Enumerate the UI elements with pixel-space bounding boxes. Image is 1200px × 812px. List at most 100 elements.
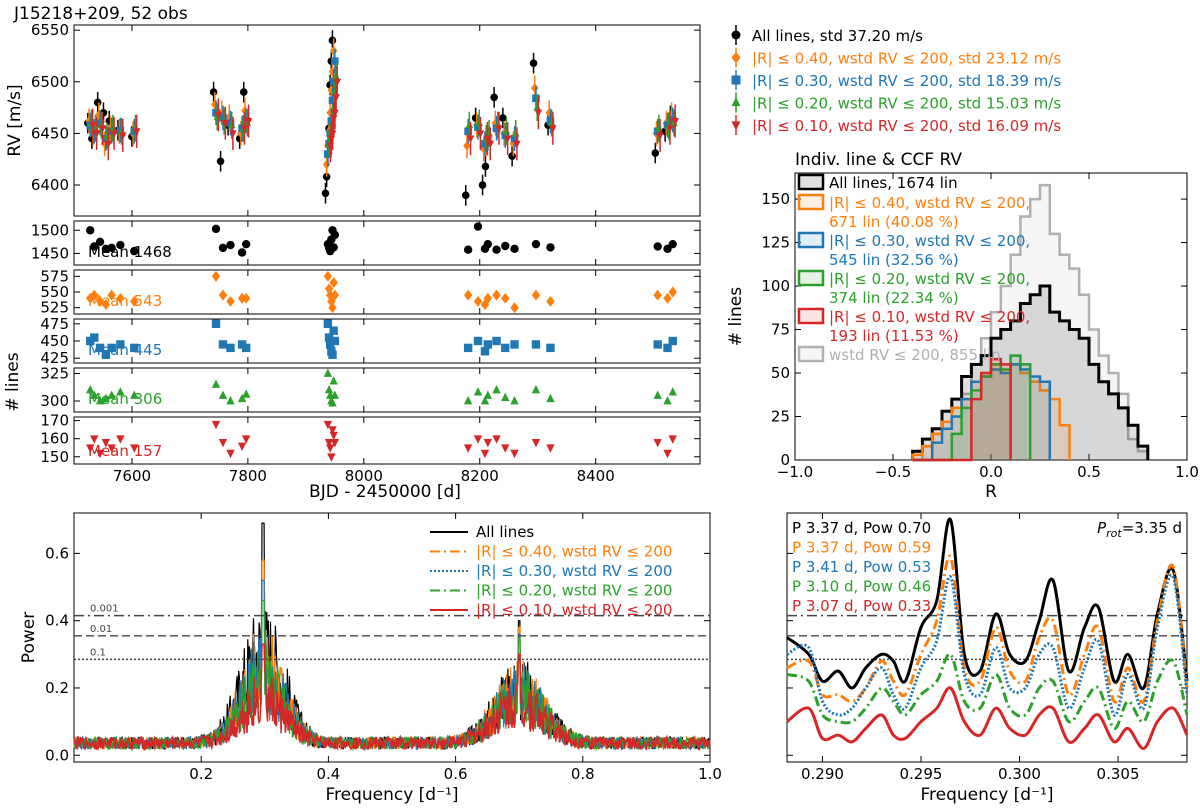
rv-point [483, 135, 492, 144]
figure-title: J15218+209, 52 obs [13, 4, 188, 24]
y-tick-label: 0.6 [45, 544, 69, 562]
histogram-legend-swatch [797, 269, 825, 287]
nlines-point [653, 289, 662, 301]
x-tick-label: 1.0 [1175, 463, 1199, 481]
x-tick-label: 0.290 [801, 765, 844, 783]
rv-point [237, 128, 245, 139]
rv-series-r010 [88, 65, 679, 163]
rv-point [324, 150, 332, 158]
nlines-point [218, 438, 228, 448]
nlines-point [510, 302, 519, 314]
periodogram-zoom-panel: 0.290 0.295 0.300 0.305 Frequency [d⁻¹] P 3.3… [786, 512, 1189, 805]
nlines-point [226, 343, 235, 353]
rv-legend-label: |R| ≤ 0.30, wstd RV ≤ 200, std 18.39 m/s [752, 72, 1061, 90]
nlines-point [480, 395, 490, 405]
nlines-point [116, 435, 125, 444]
nlines-ylabel: # lines [3, 352, 23, 411]
nlines-point [90, 333, 99, 342]
y-tick-label: 150 [761, 190, 790, 208]
histogram-legend-line: |R| ≤ 0.40, wstd RV ≤ 200, [829, 194, 1030, 212]
rv-point [216, 157, 225, 166]
nlines-point [483, 239, 493, 249]
nlines-point [323, 368, 333, 377]
y-tick-label: 6550 [31, 21, 69, 39]
rv-point [549, 125, 557, 133]
rv-point [464, 127, 472, 136]
nlines-point [546, 243, 555, 252]
nlines-point [463, 343, 473, 353]
rv-point [326, 107, 334, 118]
rv-point [88, 122, 97, 130]
rv-legend-item-r010: |R| ≤ 0.10, wstd RV ≤ 200, std 16.09 m/s [731, 115, 1061, 135]
nlines-point [226, 395, 235, 405]
x-tick-label: 1.0 [698, 765, 722, 783]
legend-marker [731, 121, 741, 131]
fap-label: 0.01 [90, 624, 112, 635]
nlines-point [211, 224, 221, 234]
nlines-point [241, 292, 251, 304]
rv-point [481, 139, 489, 148]
rv-point [331, 57, 339, 65]
histogram-legend-label: wstd RV ≤ 200, 855 lin [829, 346, 1001, 364]
nlines-point [116, 387, 125, 396]
nlines-point [483, 438, 493, 448]
y-tick-label: 25 [771, 408, 790, 426]
y-tick-label: 170 [40, 412, 69, 430]
nlines-point [510, 395, 519, 405]
nlines-point [463, 289, 473, 301]
zoom-annotation: P 3.37 d, Pow 0.70 [792, 519, 931, 537]
nlines-point [663, 343, 672, 353]
nlines-point [218, 340, 228, 349]
rv-point [92, 130, 101, 138]
y-tick-label: 575 [40, 267, 69, 285]
x-tick-label: 0.305 [1097, 765, 1140, 783]
rv-point [104, 140, 113, 149]
rv-point [333, 78, 342, 87]
nlines-point [211, 379, 221, 388]
rv-point [329, 77, 338, 86]
rv-axes-frame [73, 24, 701, 217]
rv-point [328, 96, 337, 105]
nlines-point [653, 340, 662, 349]
histogram-step-r010 [912, 357, 1012, 462]
nlines-point [480, 347, 490, 356]
histogram-legend: All lines, 1674 lin |R| ≤ 0.40, wstd RV ≤… [797, 173, 1030, 364]
nlines-point [327, 453, 336, 462]
rv-legend-label: |R| ≤ 0.40, wstd RV ≤ 200, std 23.12 m/s [752, 50, 1061, 68]
histogram-legend-line: |R| ≤ 0.20, wstd RV ≤ 200, [829, 270, 1030, 288]
nlines-point [668, 336, 677, 346]
nlines-point [473, 222, 483, 231]
nlines-point [473, 295, 483, 307]
nlines-point [668, 239, 677, 249]
mean-label: Mean 543 [88, 292, 162, 310]
rv-point [481, 162, 490, 171]
y-tick-label: 300 [40, 392, 69, 410]
rv-series-all [84, 30, 675, 206]
rv-point [102, 134, 110, 143]
rv-point [530, 83, 539, 93]
nlines-point [473, 336, 483, 346]
zoom-line-r030 [786, 573, 1189, 717]
nlines-point [95, 237, 105, 247]
rv-point [508, 152, 516, 160]
mean-label: Mean 445 [88, 341, 162, 359]
nlines-point [328, 426, 337, 435]
nlines-point [531, 384, 541, 394]
nlines-point [483, 340, 493, 349]
legend-marker [731, 30, 741, 40]
periodogram-xlabel: Frequency [d⁻¹] [325, 785, 458, 805]
x-tick-label: 8200 [461, 467, 499, 485]
nlines-point [663, 449, 672, 459]
nlines-point [116, 240, 125, 250]
nlines-point [328, 350, 337, 359]
histogram-legend-label: |R| ≤ 0.10, wstd RV ≤ 200, 193 lin (11.53… [829, 308, 1030, 345]
nlines-point [492, 336, 501, 346]
rv-point [671, 117, 679, 126]
rv-legend-label: |R| ≤ 0.20, wstd RV ≤ 200, std 15.03 m/s [752, 95, 1061, 113]
rv-legend-item-r040: |R| ≤ 0.40, wstd RV ≤ 200, std 23.12 m/s [731, 47, 1061, 68]
nlines-point [101, 299, 111, 311]
